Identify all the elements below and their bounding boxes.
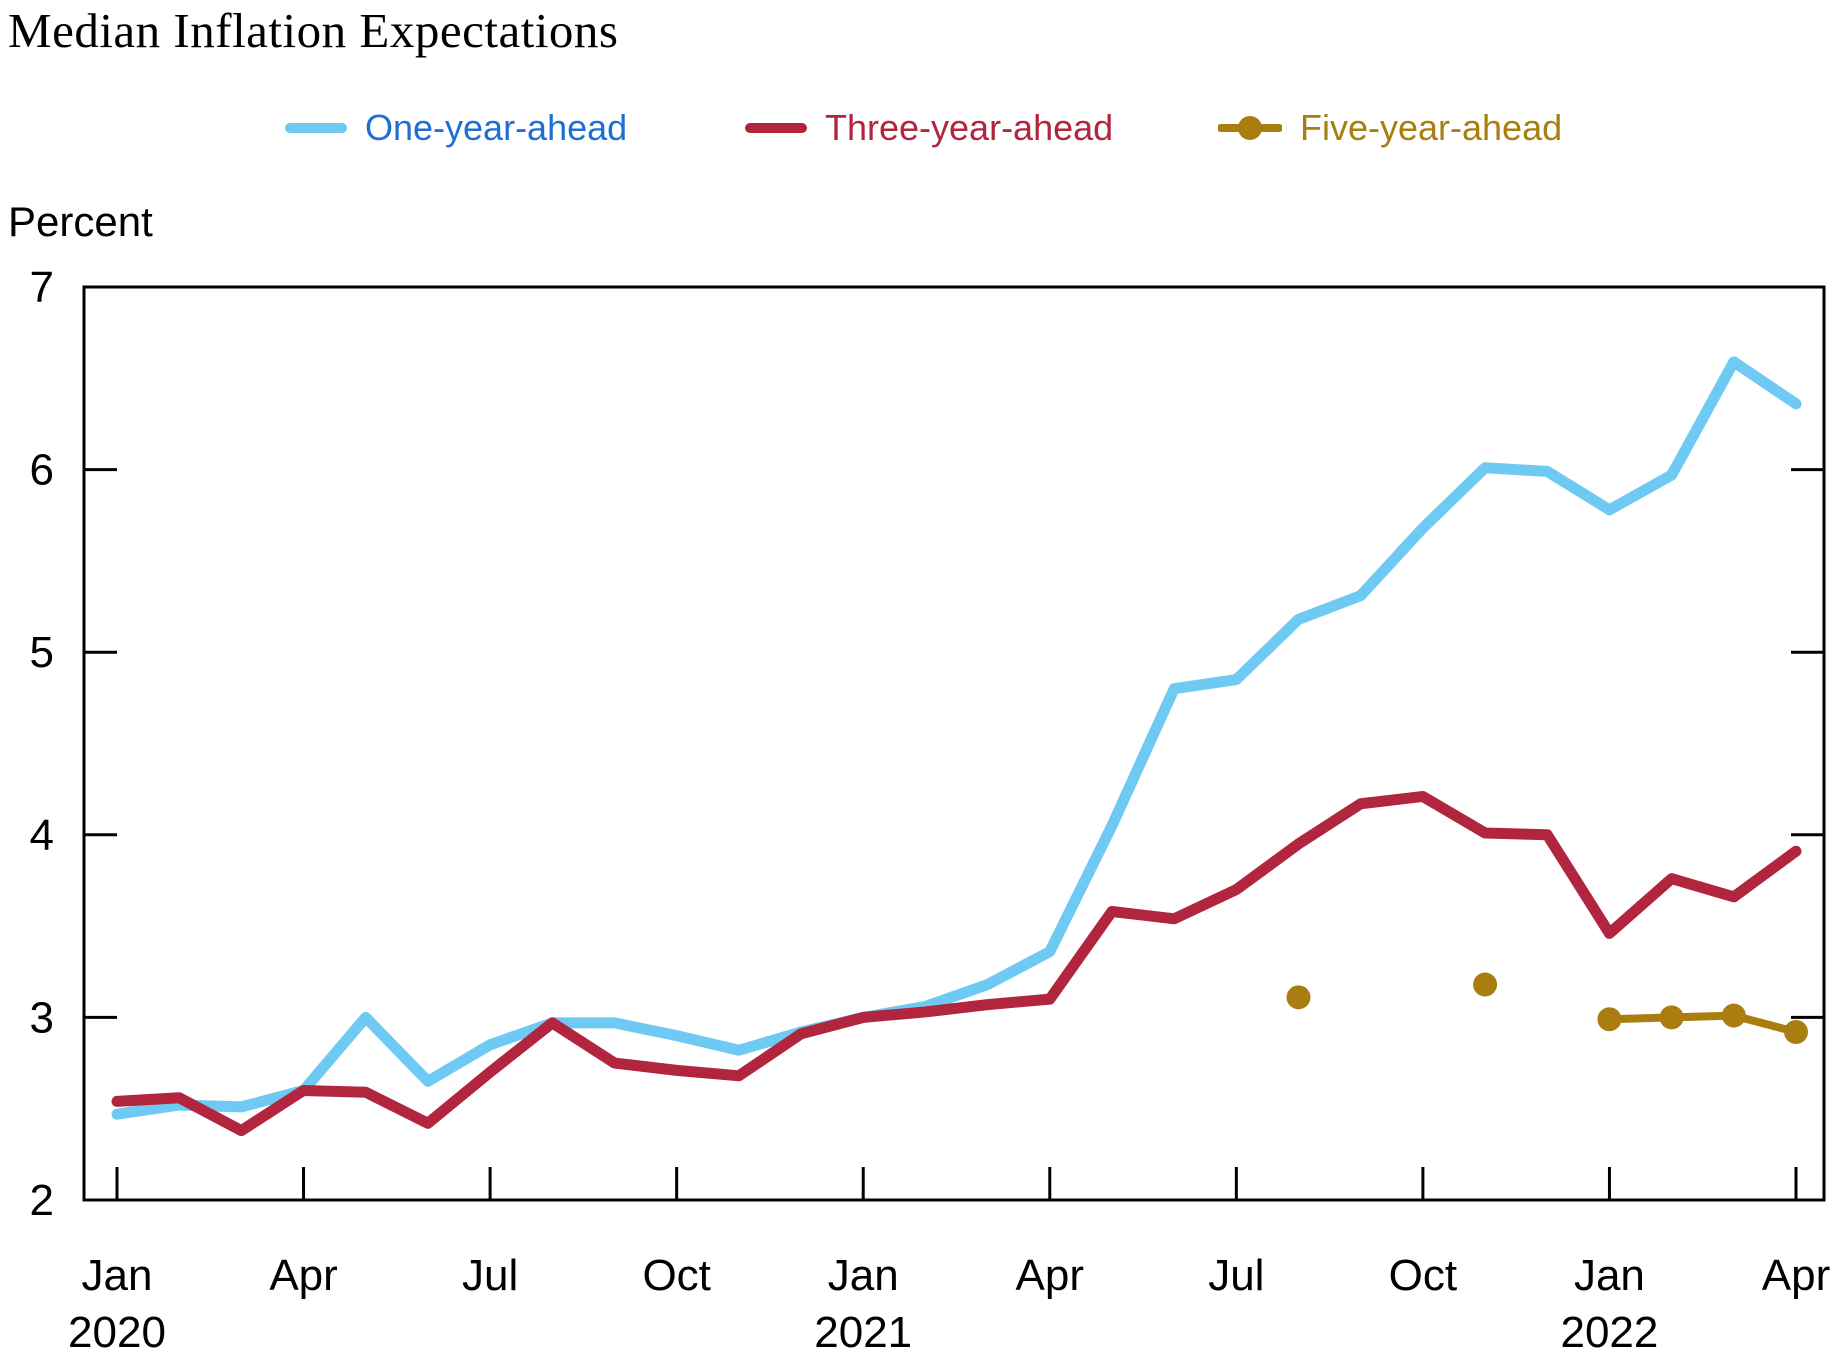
x-tick-label: Apr (1016, 1251, 1084, 1300)
data-point-five-year-ahead (1721, 1003, 1746, 1028)
three-year-line-swatch-icon (745, 123, 807, 133)
y-tick-label: 4 (30, 811, 54, 860)
legend-label-one-year-ahead: One-year-ahead (365, 107, 628, 148)
y-tick-label: 6 (30, 446, 54, 495)
legend-label-three-year-ahead: Three-year-ahead (825, 107, 1114, 148)
x-tick-label: Apr (269, 1251, 337, 1300)
plot-border (82, 285, 1826, 1202)
one-year-line-swatch-icon (285, 123, 347, 133)
series-line-three-year-ahead (111, 790, 1802, 1137)
x-tick-year-label: 2020 (68, 1308, 166, 1357)
x-tick-label: Jan (82, 1251, 153, 1300)
data-point-five-year-ahead (1286, 985, 1311, 1010)
chart-title: Median Inflation Expectations (8, 3, 619, 58)
legend-item-three-year-ahead: Three-year-ahead (745, 100, 1113, 156)
data-point-five-year-ahead (1659, 1005, 1684, 1030)
data-point-five-year-ahead (1473, 972, 1498, 997)
data-point-five-year-ahead (1597, 1007, 1622, 1032)
legend-label-five-year-ahead: Five-year-ahead (1300, 107, 1563, 148)
y-tick-label: 3 (30, 993, 54, 1042)
y-tick-label: 7 (30, 263, 54, 312)
legend-item-five-year-ahead: Five-year-ahead (1218, 100, 1562, 156)
legend-item-one-year-ahead: One-year-ahead (285, 100, 627, 156)
y-tick-label: 2 (30, 1176, 54, 1225)
x-tick-label: Jan (1574, 1251, 1645, 1300)
series-line-one-year-ahead (111, 356, 1802, 1120)
x-tick-label: Jul (1208, 1251, 1264, 1300)
y-tick-label: 5 (30, 628, 54, 677)
x-tick-label: Apr (1762, 1251, 1830, 1300)
five-year-line-dot-swatch-icon (1218, 116, 1282, 140)
data-point-five-year-ahead (1784, 1020, 1808, 1045)
x-tick-label: Jul (462, 1251, 518, 1300)
x-tick-year-label: 2021 (814, 1308, 912, 1357)
x-tick-year-label: 2022 (1560, 1308, 1658, 1357)
x-tick-label: Oct (642, 1251, 710, 1300)
x-tick-label: Jan (828, 1251, 899, 1300)
y-axis-title: Percent (8, 198, 153, 245)
x-tick-label: Oct (1389, 1251, 1457, 1300)
series-line-five-year-ahead (1605, 1011, 1800, 1037)
